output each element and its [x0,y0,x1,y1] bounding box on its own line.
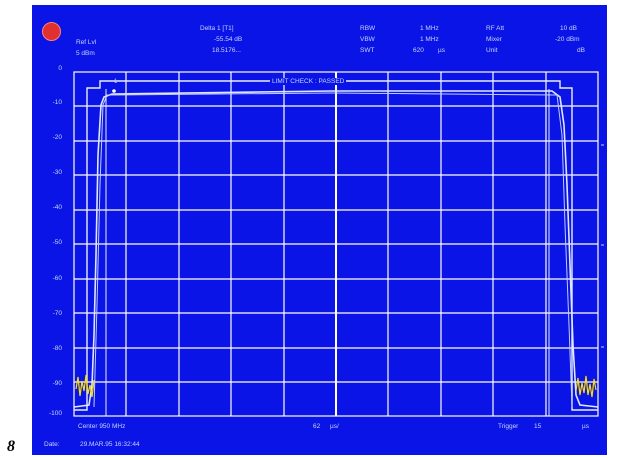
measured-trace-secondary [93,92,573,408]
y-label-0: 0 [58,65,62,72]
unit-label: Unit [486,47,498,54]
rf-att-label: RF Att [486,25,505,32]
limit-check-status: LIMIT CHECK : PASSED [270,78,347,85]
center-frequency: Center 950 MHz [78,423,126,430]
y-label-minus90: -90 [52,380,62,387]
y-label-minus40: -40 [52,204,62,211]
mixer-value: -20 dBm [555,36,580,43]
ref-level-label: Ref Lvl [76,39,97,46]
y-label-minus20: -20 [52,134,62,141]
y-label-minus30: -30 [52,169,62,176]
span-value: 62 [313,423,321,430]
span-unit: µs/ [330,423,339,430]
vbw-value: 1 MHz [420,36,439,43]
y-label-minus100: -100 [48,410,62,417]
rf-att-value: 10 dB [560,25,577,32]
marker-point [112,89,116,93]
y-label-minus10: -10 [52,99,62,106]
delta-marker-time: 18.5176... [212,47,241,54]
noise-floor-right [575,375,597,398]
swt-unit: µs [438,47,445,54]
date-value: 29.MAR.95 16:32:44 [80,441,140,448]
measured-trace [73,90,599,408]
delta-marker-value: -55.54 dB [214,36,243,43]
vbw-label: VBW [360,36,375,43]
marker-number: 1 [114,79,118,85]
unit-value: dB [577,47,585,54]
rbw-label: RBW [360,25,376,32]
trigger-unit: µs [582,423,589,430]
y-label-minus80: -80 [52,345,62,352]
swt-label: SWT [360,47,375,54]
y-label-minus60: -60 [52,275,62,282]
trigger-value: 15 [534,423,542,430]
trigger-label: Trigger [498,423,519,430]
noise-floor-left [75,374,95,398]
y-label-minus50: -50 [52,239,62,246]
delta-marker-label: Delta 1 [T1] [200,25,234,32]
ref-level-value: 5 dBm [76,50,95,57]
measurement-grid: 1 [73,71,604,417]
swt-value: 620 [413,47,424,54]
y-label-minus70: -70 [52,310,62,317]
figure-number: 8 [7,438,15,455]
rbw-value: 1 MHz [420,25,439,32]
analyzer-screen: Ref Lvl 5 dBm Delta 1 [T1] -55.54 dB 18.… [32,5,607,455]
rohde-schwarz-logo [42,22,61,41]
mixer-label: Mixer [486,36,502,43]
date-label: Date: [44,441,60,448]
